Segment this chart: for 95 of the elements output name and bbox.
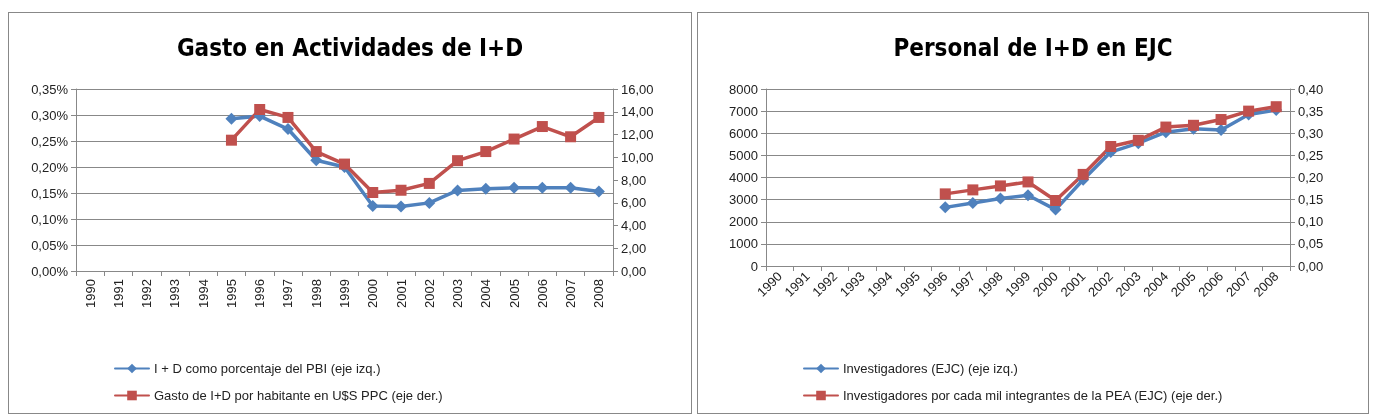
point — [395, 200, 408, 213]
y2-tick-label: 16,00 — [621, 81, 654, 97]
y-tick-label: 0 — [750, 258, 758, 274]
legend-label: I + D como porcentaje del PBI (eje izq.) — [154, 361, 381, 376]
x-tick-label: 2007 — [563, 279, 579, 308]
y-tick-label: 0,35% — [31, 81, 69, 97]
point — [1105, 141, 1117, 153]
x-tick-label: 1991 — [110, 279, 126, 308]
legend-label: Investigadores (EJC) (eje izq.) — [843, 361, 1018, 376]
point — [1077, 168, 1089, 180]
y2-tick-label: 0,20 — [1298, 170, 1324, 185]
y2-tick-label: 0,05 — [1298, 236, 1324, 252]
x-tick-label: 1997 — [280, 279, 296, 308]
y-tick-label: 0,20% — [31, 159, 69, 175]
point — [592, 185, 605, 198]
y2-tick-label: 6,00 — [621, 195, 647, 211]
point — [1022, 176, 1034, 188]
y2-tick-label: 0,35 — [1298, 103, 1324, 119]
y2-tick-label: 12,00 — [621, 127, 654, 142]
y-tick-label: 0,00% — [31, 263, 69, 279]
point — [254, 103, 266, 115]
x-tick-label: 1996 — [252, 279, 268, 308]
y2-tick-label: 8,00 — [621, 172, 647, 188]
y2-tick-label: 10,00 — [621, 149, 654, 165]
x-tick-label: 2003 — [450, 279, 466, 308]
point — [1243, 105, 1255, 117]
x-tick-label: 2008 — [591, 279, 607, 308]
x-tick-label: 2005 — [506, 279, 522, 308]
point — [423, 196, 436, 209]
y2-tick-label: 4,00 — [621, 218, 647, 233]
y2-tick-label: 14,00 — [621, 104, 654, 120]
x-tick-label: 2004 — [478, 279, 494, 308]
point — [423, 177, 435, 189]
point — [536, 121, 548, 133]
y-tick-label: 0,30% — [31, 107, 69, 123]
y-tick-label: 5000 — [729, 147, 758, 163]
y-tick-label: 0,15% — [31, 185, 69, 201]
point — [939, 188, 951, 200]
y-tick-label: 4000 — [729, 170, 758, 185]
x-tick-label: 1994 — [195, 279, 211, 308]
y2-tick-label: 0,25 — [1298, 147, 1324, 163]
chart-title: Personal de I+D en EJC — [893, 34, 1173, 62]
y-tick-label: 2000 — [729, 214, 758, 230]
point — [282, 111, 294, 123]
y2-tick-label: 0,15 — [1298, 192, 1324, 208]
y2-tick-label: 2,00 — [621, 240, 647, 256]
y-tick-label: 6000 — [729, 125, 758, 141]
x-tick-label: 1999 — [337, 279, 352, 308]
point — [1160, 121, 1172, 133]
y-tick-label: 3000 — [729, 192, 758, 208]
point — [966, 196, 979, 209]
point — [395, 184, 407, 196]
y-tick-label: 7000 — [729, 103, 758, 119]
point — [565, 131, 577, 143]
point — [994, 192, 1007, 205]
y-tick-label: 0,05% — [31, 237, 69, 253]
x-tick-label: 2000 — [365, 279, 381, 308]
point — [367, 187, 379, 199]
legend-label: Investigadores por cada mil integrantes de la PEA (EJC) (eje der.) — [843, 388, 1223, 403]
y2-tick-label: 0,10 — [1298, 214, 1324, 230]
x-tick-label: 1995 — [223, 279, 239, 308]
x-tick-label: 1998 — [308, 279, 324, 308]
point — [310, 146, 322, 158]
y2-tick-label: 0,00 — [621, 263, 647, 279]
y2-tick-label: 0,30 — [1298, 125, 1324, 141]
point — [593, 111, 605, 123]
x-tick-label: 2001 — [393, 279, 409, 308]
legend-label: Gasto de I+D por habitante en U$S PPC (eje der.) — [154, 388, 443, 403]
point — [452, 155, 464, 167]
point — [967, 184, 979, 196]
point — [1187, 119, 1199, 131]
x-tick-label: 1990 — [82, 279, 98, 308]
y-tick-label: 8000 — [729, 81, 758, 97]
point — [281, 123, 294, 136]
y-tick-label: 1000 — [729, 236, 758, 252]
y-tick-label: 0,25% — [31, 133, 69, 149]
x-tick-label: 2002 — [421, 279, 437, 308]
y2-tick-label: 0,00 — [1298, 258, 1324, 274]
point — [1132, 134, 1144, 146]
y-tick-label: 0,10% — [31, 211, 69, 227]
point — [508, 133, 520, 145]
point — [994, 180, 1006, 192]
point — [1050, 195, 1062, 207]
point — [225, 134, 237, 146]
point — [939, 201, 952, 214]
point — [366, 200, 379, 212]
point — [480, 146, 492, 158]
x-tick-label: 1992 — [139, 279, 155, 308]
x-tick-label: 1993 — [167, 279, 183, 308]
point — [1022, 189, 1034, 202]
y2-tick-label: 0,40 — [1298, 81, 1324, 97]
point — [479, 182, 492, 195]
x-tick-label: 2006 — [534, 279, 550, 308]
chart-title: Gasto en Actividades de I+D — [176, 34, 524, 62]
point — [1215, 114, 1227, 126]
